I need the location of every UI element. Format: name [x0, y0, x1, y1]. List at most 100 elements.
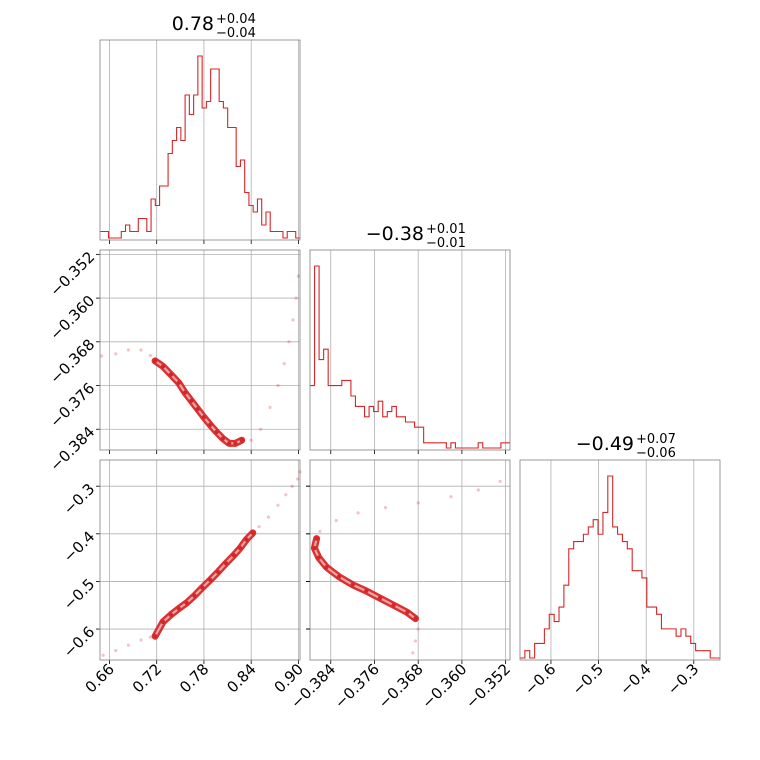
- sample-point: [239, 437, 244, 443]
- x-tick-label: −0.376: [331, 660, 383, 712]
- sample-point: [334, 518, 338, 523]
- sample-point: [189, 398, 194, 404]
- x-tick-label: 0.84: [223, 660, 259, 696]
- x-tick-label: 0.78: [176, 660, 212, 696]
- sample-point: [377, 595, 383, 601]
- sample-point: [350, 582, 355, 587]
- title-error-minus: −0.01: [426, 236, 466, 251]
- histogram-frame: [309, 249, 511, 451]
- sample-point: [114, 352, 118, 356]
- sample-point: [208, 422, 213, 428]
- sample-point: [364, 588, 369, 594]
- title-error-plus: +0.01: [426, 222, 466, 237]
- density-contour-outer: [310, 535, 419, 623]
- sample-point: [287, 340, 291, 344]
- x-tick-label: 0.66: [82, 660, 118, 696]
- sample-point: [318, 529, 322, 534]
- x-tick-label: −0.5: [569, 660, 607, 698]
- sample-point: [148, 353, 152, 358]
- sample-point: [257, 525, 261, 529]
- sample-point: [226, 441, 232, 446]
- sample-point: [208, 577, 213, 583]
- sample-point: [215, 569, 221, 575]
- sample-point: [231, 553, 237, 558]
- y-tick-label: −0.352: [46, 248, 98, 300]
- y-tick-label: −0.360: [46, 292, 98, 344]
- sample-point: [416, 501, 420, 505]
- sample-point: [316, 555, 321, 560]
- sample-point: [498, 479, 502, 484]
- x-tick-label: −0.4: [616, 660, 654, 698]
- sample-point: [126, 348, 130, 352]
- sample-point: [356, 511, 360, 515]
- y-tick-label: −0.384: [46, 423, 98, 475]
- histogram-frame: [99, 39, 301, 241]
- sample-point: [249, 438, 253, 442]
- sample-point: [296, 477, 300, 481]
- sample-point: [200, 585, 205, 590]
- sample-point: [405, 610, 410, 615]
- density-contour-outer: [151, 357, 246, 447]
- sample-point: [223, 561, 229, 566]
- sample-point: [476, 488, 480, 492]
- sample-point: [184, 600, 189, 606]
- sample-point: [259, 427, 263, 431]
- title-value: −0.49: [576, 433, 634, 455]
- title-value: −0.38: [366, 223, 424, 245]
- sample-point: [291, 318, 295, 322]
- sample-point: [148, 635, 152, 639]
- sample-point: [282, 362, 286, 366]
- x-tick-label: −0.3: [664, 660, 702, 698]
- sample-point: [413, 639, 418, 643]
- sample-point: [139, 638, 143, 642]
- sample-point: [152, 358, 158, 364]
- y-tick-label: −0.3: [60, 480, 98, 518]
- scatter-frame: [309, 459, 511, 661]
- sample-point: [139, 348, 143, 352]
- scatter-frame: [99, 249, 301, 451]
- sample-point: [168, 372, 174, 377]
- histogram-step: [520, 475, 720, 659]
- title-error-minus: −0.06: [636, 446, 676, 461]
- sample-point: [312, 545, 317, 551]
- histogram-step: [310, 265, 510, 449]
- sample-point: [290, 484, 294, 488]
- y-tick-label: −0.368: [46, 335, 98, 387]
- title-error-plus: +0.07: [636, 432, 676, 447]
- sample-point: [233, 441, 238, 446]
- sample-point: [314, 536, 319, 541]
- y-tick-label: −0.5: [60, 575, 98, 613]
- sample-point: [250, 530, 255, 536]
- sample-point: [411, 651, 415, 655]
- sample-point: [214, 429, 219, 435]
- sample-point: [449, 495, 453, 499]
- sample-point: [266, 515, 271, 519]
- sample-point: [336, 574, 342, 579]
- sample-point: [176, 380, 181, 385]
- x-tick-label: −0.6: [521, 660, 559, 698]
- sample-point: [195, 406, 200, 412]
- sample-point: [182, 390, 188, 395]
- sample-point: [160, 364, 166, 369]
- sample-point: [126, 643, 130, 647]
- x-tick-label: −0.368: [375, 660, 427, 712]
- sample-point: [296, 274, 301, 278]
- y-tick-label: −0.6: [60, 623, 98, 661]
- sample-point: [383, 506, 388, 510]
- title-value: 0.78: [172, 13, 214, 35]
- sample-point: [201, 415, 207, 420]
- sample-point: [237, 545, 243, 551]
- sample-point: [101, 653, 105, 657]
- sample-point: [176, 606, 181, 611]
- sample-point: [276, 383, 280, 388]
- title-error-minus: −0.04: [216, 26, 256, 41]
- sample-point: [152, 633, 158, 639]
- sample-point: [413, 616, 418, 621]
- sample-point: [276, 503, 280, 507]
- sample-point: [268, 405, 272, 409]
- y-tick-label: −0.376: [46, 379, 98, 431]
- title-error-plus: +0.04: [216, 12, 256, 27]
- y-tick-label: −0.4: [60, 527, 98, 565]
- sample-point: [391, 603, 396, 608]
